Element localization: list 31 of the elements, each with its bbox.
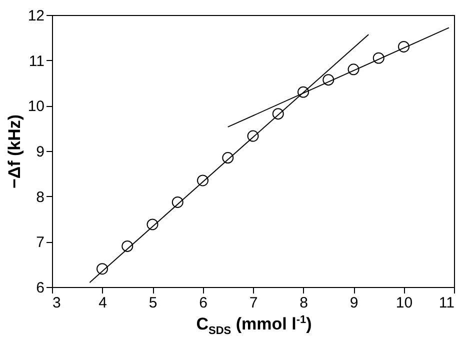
y-tick-label: 9 bbox=[36, 144, 44, 160]
x-tick-label: 9 bbox=[350, 294, 358, 312]
point bbox=[197, 174, 208, 186]
x-axis-title: C$_{SDS}$ (mmol l$^{-1}$) bbox=[195, 314, 313, 338]
x-tick-label: 11 bbox=[438, 294, 454, 312]
point bbox=[298, 86, 309, 98]
y-tick-label: 10 bbox=[28, 98, 44, 116]
point bbox=[247, 130, 259, 142]
x-tick-label: 8 bbox=[300, 294, 308, 312]
y-tick-label: 11 bbox=[28, 52, 44, 70]
point bbox=[96, 263, 108, 275]
point bbox=[122, 240, 134, 252]
point bbox=[348, 64, 360, 76]
x-tick-label: 10 bbox=[396, 294, 413, 312]
y-tick-label: 12 bbox=[28, 8, 44, 24]
point bbox=[322, 74, 334, 86]
point bbox=[398, 41, 410, 52]
x-tick-label: 7 bbox=[249, 294, 258, 312]
y-tick-label: 6 bbox=[36, 280, 44, 296]
point bbox=[372, 52, 384, 64]
point bbox=[222, 152, 234, 164]
x-tick-label: 5 bbox=[148, 294, 158, 312]
x-tick-label: 6 bbox=[199, 294, 208, 312]
y-tick-label: 8 bbox=[36, 188, 44, 206]
x-tick-label: 3 bbox=[52, 294, 61, 312]
y-tick-label: 7 bbox=[36, 234, 44, 252]
point bbox=[272, 108, 284, 120]
point bbox=[146, 218, 158, 230]
y-axis-title: −Δf (kHz) bbox=[4, 114, 24, 189]
x-tick-label: 4 bbox=[98, 294, 107, 312]
point bbox=[172, 196, 184, 208]
